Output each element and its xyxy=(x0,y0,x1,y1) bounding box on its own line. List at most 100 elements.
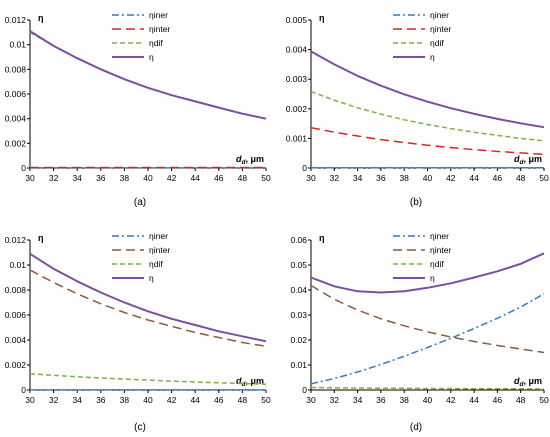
x-axis-label: dd, μm xyxy=(514,376,542,388)
x-tick-label: 46 xyxy=(214,395,224,405)
legend-label-ηdif: ηdif xyxy=(430,38,444,48)
series-line-η xyxy=(29,30,267,120)
x-tick-label: 36 xyxy=(376,395,386,405)
legend-label-η: η xyxy=(430,273,435,283)
panel-c: 0 0.002 0.004 0.006 0.008 0.01 0.012 30 32 34 36 38… xyxy=(5,231,271,433)
x-tick-label: 38 xyxy=(399,395,409,405)
x-tick-label: 50 xyxy=(261,173,271,183)
x-tick-label: 30 xyxy=(25,173,35,183)
y-tick-label: 0.008 xyxy=(5,64,27,74)
y-axis-label: η xyxy=(319,233,325,243)
series-line-η xyxy=(310,252,545,294)
panel-caption: (d) xyxy=(410,422,422,433)
panel-caption: (b) xyxy=(410,197,422,208)
x-tick-label: 48 xyxy=(516,395,526,405)
y-tick-label: 0.06 xyxy=(290,235,307,245)
y-tick-label: 0 xyxy=(21,163,26,173)
y-tick-label: 0.005 xyxy=(286,15,308,25)
y-tick-label: 0.002 xyxy=(5,360,27,370)
series-line-ηinter xyxy=(310,126,545,156)
x-tick-label: 38 xyxy=(120,395,130,405)
y-tick-label: 0.012 xyxy=(5,15,27,25)
panel-a: 0 0.002 0.004 0.006 0.008 0.01 0.012 30 32 34 36 38… xyxy=(5,10,271,208)
y-tick-label: 0.04 xyxy=(290,285,307,295)
x-tick-label: 38 xyxy=(120,173,130,183)
x-tick-label: 42 xyxy=(446,395,456,405)
x-tick-label: 30 xyxy=(25,395,35,405)
y-axis-label: η xyxy=(38,233,44,243)
x-tick-label: 40 xyxy=(143,395,153,405)
legend-label-ηiner: ηiner xyxy=(149,10,168,20)
x-tick-label: 42 xyxy=(446,173,456,183)
x-tick-label: 48 xyxy=(238,395,248,405)
legend-label-ηdif: ηdif xyxy=(149,259,163,269)
x-tick-label: 44 xyxy=(190,173,200,183)
legend-label-ηiner: ηiner xyxy=(149,231,168,241)
x-tick-label: 40 xyxy=(143,173,153,183)
series-line-ηdif xyxy=(310,90,545,142)
series-line-η xyxy=(29,252,267,343)
y-tick-label: 0.006 xyxy=(5,310,27,320)
x-tick-label: 34 xyxy=(353,173,363,183)
legend-label-ηiner: ηiner xyxy=(430,10,449,20)
y-tick-label: 0.01 xyxy=(9,260,26,270)
x-tick-label: 50 xyxy=(261,395,271,405)
x-tick-label: 42 xyxy=(167,173,177,183)
x-tick-label: 32 xyxy=(330,173,340,183)
legend-label-ηinter: ηinter xyxy=(149,245,170,255)
x-tick-label: 40 xyxy=(423,173,433,183)
legend-label-η: η xyxy=(149,273,154,283)
x-axis-label: dd, μm xyxy=(236,376,264,388)
x-tick-label: 34 xyxy=(72,395,82,405)
y-tick-label: 0.002 xyxy=(286,104,308,114)
legend-label-η: η xyxy=(430,52,435,62)
series-line-ηdif xyxy=(310,386,545,390)
panel-caption: (c) xyxy=(134,422,146,433)
legend-label-ηdif: ηdif xyxy=(149,38,163,48)
legend-label-η: η xyxy=(149,52,154,62)
x-tick-label: 44 xyxy=(190,395,200,405)
y-tick-label: 0.03 xyxy=(290,310,307,320)
x-axis-label: dd, μm xyxy=(236,154,264,166)
x-tick-label: 36 xyxy=(376,173,386,183)
y-tick-label: 0.004 xyxy=(286,45,308,55)
series-line-ηdif xyxy=(29,373,267,386)
series-line-ηiner xyxy=(310,293,545,385)
x-tick-label: 32 xyxy=(49,395,59,405)
series-line-ηdif xyxy=(29,31,267,120)
y-tick-label: 0.012 xyxy=(5,235,27,245)
x-tick-label: 30 xyxy=(306,173,316,183)
legend-label-ηiner: ηiner xyxy=(430,231,449,241)
x-tick-label: 32 xyxy=(49,173,59,183)
x-tick-label: 46 xyxy=(493,395,503,405)
y-tick-label: 0.001 xyxy=(286,133,308,143)
panel-caption: (a) xyxy=(134,197,146,208)
y-tick-label: 0.002 xyxy=(5,138,27,148)
y-tick-label: 0.004 xyxy=(5,114,27,124)
y-tick-label: 0.004 xyxy=(5,335,27,345)
x-tick-label: 32 xyxy=(330,395,340,405)
y-tick-label: 0 xyxy=(302,163,307,173)
series-line-η xyxy=(310,50,545,129)
y-tick-label: 0.008 xyxy=(5,285,27,295)
x-tick-label: 36 xyxy=(96,173,106,183)
x-tick-label: 30 xyxy=(306,395,316,405)
x-tick-label: 46 xyxy=(493,173,503,183)
x-tick-label: 38 xyxy=(399,173,409,183)
legend-label-ηinter: ηinter xyxy=(149,24,170,34)
x-tick-label: 34 xyxy=(353,395,363,405)
x-tick-label: 48 xyxy=(516,173,526,183)
y-axis-label: η xyxy=(38,13,44,23)
x-tick-label: 36 xyxy=(96,395,106,405)
panel-d: 0 0.01 0.02 0.03 0.04 0.05 0.06 30 32 34 36 38 40 42 4… xyxy=(290,231,549,433)
series-line-ηinter xyxy=(310,284,545,354)
x-tick-label: 44 xyxy=(469,395,479,405)
x-tick-label: 48 xyxy=(238,173,248,183)
legend-label-ηdif: ηdif xyxy=(430,259,444,269)
x-tick-label: 44 xyxy=(469,173,479,183)
y-tick-label: 0.006 xyxy=(5,89,27,99)
x-tick-label: 50 xyxy=(539,395,549,405)
y-tick-label: 0 xyxy=(21,385,26,395)
y-tick-label: 0.02 xyxy=(290,335,307,345)
